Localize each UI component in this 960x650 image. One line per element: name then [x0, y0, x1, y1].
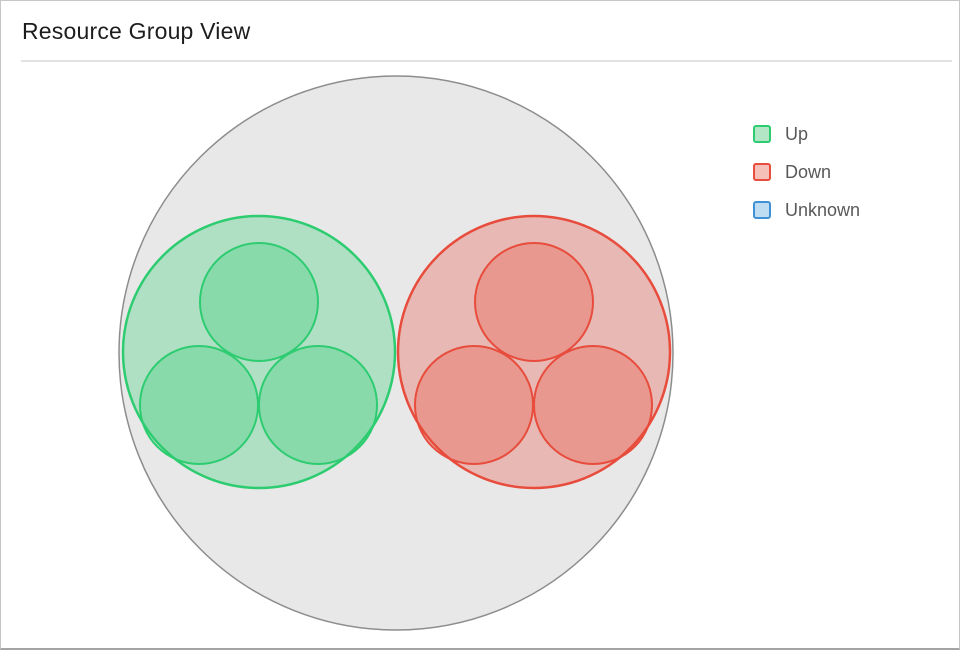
resource-circle-up-3[interactable] — [258, 345, 378, 465]
group-circle-down[interactable] — [396, 214, 672, 490]
panel-header: Resource Group View — [1, 1, 959, 45]
legend-item-down[interactable]: Down — [753, 163, 860, 181]
resource-circle-down-2[interactable] — [414, 345, 534, 465]
legend-item-up[interactable]: Up — [753, 125, 860, 143]
legend-label-up: Up — [785, 124, 809, 144]
down-status-swatch-icon — [753, 163, 771, 181]
legend-label-down: Down — [785, 162, 832, 182]
group-circle-up[interactable] — [121, 214, 397, 490]
chart-legend: Up Down Unknown — [753, 125, 860, 239]
legend-item-unknown[interactable]: Unknown — [753, 201, 860, 219]
resource-circle-down-3[interactable] — [533, 345, 653, 465]
legend-label-unknown: Unknown — [785, 200, 861, 220]
up-status-swatch-icon — [753, 125, 771, 143]
unknown-status-swatch-icon — [753, 201, 771, 219]
resource-circle-up-1[interactable] — [199, 242, 319, 362]
resource-circle-down-1[interactable] — [474, 242, 594, 362]
header-divider — [21, 60, 952, 62]
resource-circle-up-2[interactable] — [139, 345, 259, 465]
page-title: Resource Group View — [22, 18, 251, 44]
